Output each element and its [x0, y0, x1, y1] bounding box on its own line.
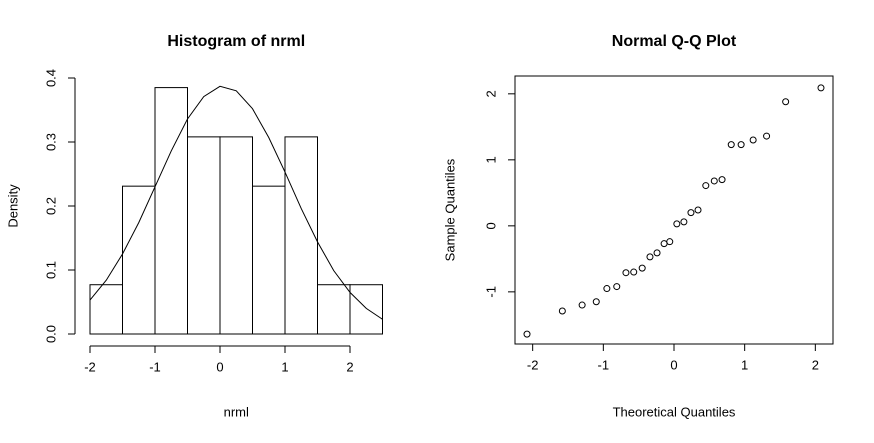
qq-point [680, 218, 688, 226]
x-tick-label: 0 [216, 359, 223, 374]
qq-point [592, 298, 600, 306]
histogram-bar [89, 284, 123, 335]
qq-point [613, 283, 621, 291]
qq-point [673, 220, 681, 228]
qq-point [666, 238, 674, 246]
y-axis-label: Density [5, 184, 20, 228]
qq-point [718, 176, 726, 184]
histogram-bar [252, 185, 286, 335]
qq-point [763, 132, 771, 140]
y-tick-label: 0.3 [43, 133, 58, 151]
y-tick-label: 0.2 [43, 197, 58, 215]
chart-title: Normal Q-Q Plot [612, 33, 737, 50]
y-tick-label: 1 [483, 156, 498, 163]
qq-point [622, 269, 630, 277]
histogram-bar [122, 185, 156, 335]
qq-point [737, 141, 745, 149]
qq-point [558, 307, 566, 315]
qq-point [653, 249, 661, 257]
qq-point [702, 182, 710, 190]
x-tick-label: 2 [812, 357, 819, 372]
qq-point [694, 206, 702, 214]
qq-point [630, 268, 638, 276]
histogram-bar [187, 136, 221, 335]
x-tick-label: -2 [84, 359, 96, 374]
x-axis-label: nrml [224, 404, 249, 419]
y-tick-label: 0.1 [43, 261, 58, 279]
qq-point [687, 209, 695, 217]
y-tick-label: 2 [483, 90, 498, 97]
qq-point [603, 285, 611, 293]
qq-point [523, 330, 531, 338]
x-tick-label: 2 [346, 359, 353, 374]
qq-point [782, 98, 790, 106]
qq-point [749, 136, 757, 144]
histogram-bar [154, 87, 188, 335]
qq-point [817, 84, 825, 92]
qq-point [727, 141, 735, 149]
chart-title: Histogram of nrml [167, 33, 305, 50]
plot-box [514, 75, 834, 345]
density-curve [89, 85, 383, 320]
x-axis-label: Theoretical Quantiles [613, 404, 736, 419]
x-tick-label: -2 [527, 357, 539, 372]
x-tick-label: 1 [741, 357, 748, 372]
qq-point [710, 177, 718, 185]
qq-point [646, 253, 654, 261]
histogram-bar [349, 284, 383, 335]
histogram-bar [284, 136, 318, 335]
x-tick-label: -1 [598, 357, 610, 372]
qq-point [660, 240, 668, 248]
qq-point [638, 264, 646, 272]
x-tick-label: -1 [149, 359, 161, 374]
y-tick-label: -1 [483, 286, 498, 298]
y-tick-label: 0.4 [43, 69, 58, 87]
histogram-bar [219, 136, 253, 335]
qq-point [578, 301, 586, 309]
x-tick-label: 0 [670, 357, 677, 372]
y-axis-label: Sample Quantiles [442, 158, 457, 261]
y-tick-label: 0 [483, 222, 498, 229]
y-tick-label: 0.0 [43, 325, 58, 343]
x-tick-label: 1 [281, 359, 288, 374]
histogram-bar [317, 284, 351, 335]
